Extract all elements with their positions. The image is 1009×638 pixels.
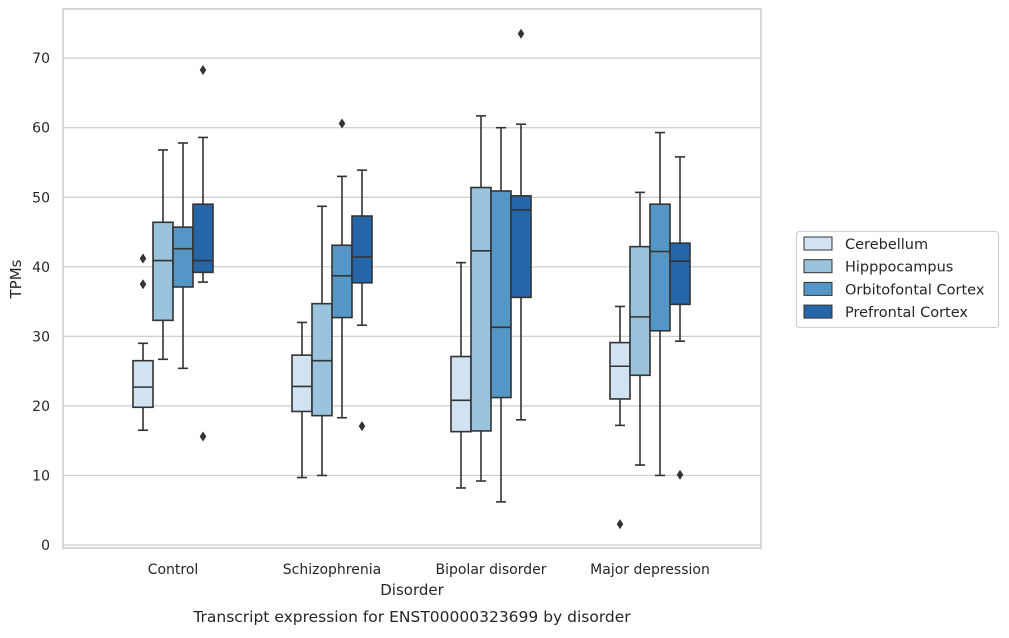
- box-1-2: [331, 118, 353, 419]
- box-3-3: [669, 156, 691, 480]
- outlier-point: [199, 431, 207, 442]
- box-body: [172, 226, 194, 288]
- box-body: [152, 221, 174, 322]
- x-tick-label: Control: [148, 562, 199, 578]
- box-body: [291, 354, 313, 413]
- outlier-point: [676, 469, 684, 480]
- box-body: [192, 203, 214, 274]
- box-body: [490, 190, 512, 399]
- box-body: [132, 359, 154, 409]
- legend-items: Cerebellum Hipppocampus Orbitofontal Corte…: [803, 236, 985, 321]
- box-3-0: [609, 305, 631, 530]
- legend-label: Prefrontal Cortex: [845, 305, 968, 321]
- outlier-point: [517, 28, 525, 39]
- y-tick-label: 0: [41, 538, 50, 554]
- box-2-1: [470, 115, 492, 482]
- x-tick-label: Schizophrenia: [283, 562, 381, 578]
- y-tick-label: 70: [32, 51, 50, 67]
- y-tick-label: 20: [32, 399, 50, 415]
- x-tick-label: Major depression: [590, 562, 710, 578]
- box-body: [629, 245, 651, 377]
- legend-swatch: [803, 236, 833, 251]
- x-axis-ticks: Control Schizophrenia Bipolar disorder Majo…: [148, 562, 710, 578]
- legend-label: Orbitofontal Cortex: [845, 282, 985, 298]
- box-2-2: [490, 126, 512, 503]
- box-body: [669, 242, 691, 306]
- outlier-point: [199, 64, 207, 75]
- box-3-1: [629, 191, 651, 466]
- box-body: [649, 203, 671, 332]
- box-body: [351, 215, 373, 284]
- outlier-point: [616, 519, 624, 530]
- box-0-0: [132, 253, 154, 432]
- box-1-0: [291, 321, 313, 479]
- legend-swatch: [803, 304, 833, 319]
- legend: Cerebellum Hipppocampus Orbitofontal Corte…: [796, 231, 999, 328]
- outlier-point: [139, 253, 147, 264]
- box-body: [510, 195, 532, 299]
- legend-swatch: [803, 281, 833, 296]
- box-0-2: [172, 142, 194, 370]
- legend-label: Hipppocampus: [845, 260, 953, 276]
- plot-frame: [62, 8, 762, 549]
- box-body: [470, 186, 492, 432]
- legend-swatch: [803, 259, 833, 274]
- box-body: [450, 355, 472, 433]
- box-3-2: [649, 131, 671, 477]
- box-body: [609, 341, 631, 400]
- y-axis-label: TPMs: [7, 259, 25, 299]
- x-tick-label: Bipolar disorder: [435, 562, 546, 578]
- x-axis-label: Disorder: [380, 581, 444, 599]
- y-tick-label: 60: [32, 121, 50, 137]
- box-layer: [132, 28, 691, 530]
- box-0-3: [192, 64, 214, 442]
- box-body: [311, 302, 333, 417]
- outlier-point: [358, 421, 366, 432]
- chart-caption: Transcript expression for ENST0000032369…: [192, 608, 631, 626]
- outlier-point: [139, 279, 147, 290]
- box-2-3: [510, 28, 532, 421]
- legend-frame: [796, 231, 999, 328]
- box-0-1: [152, 149, 174, 361]
- box-1-1: [311, 205, 333, 477]
- box-2-0: [450, 261, 472, 489]
- y-tick-label: 10: [32, 468, 50, 484]
- box-1-3: [351, 169, 373, 432]
- y-tick-label: 30: [32, 329, 50, 345]
- outlier-point: [338, 118, 346, 129]
- box-body: [331, 244, 353, 319]
- legend-label: Cerebellum: [845, 237, 928, 253]
- y-tick-label: 40: [32, 260, 50, 276]
- y-axis-ticks: 0 10 20 30 40 50 60 70: [32, 51, 50, 554]
- y-tick-label: 50: [32, 190, 50, 206]
